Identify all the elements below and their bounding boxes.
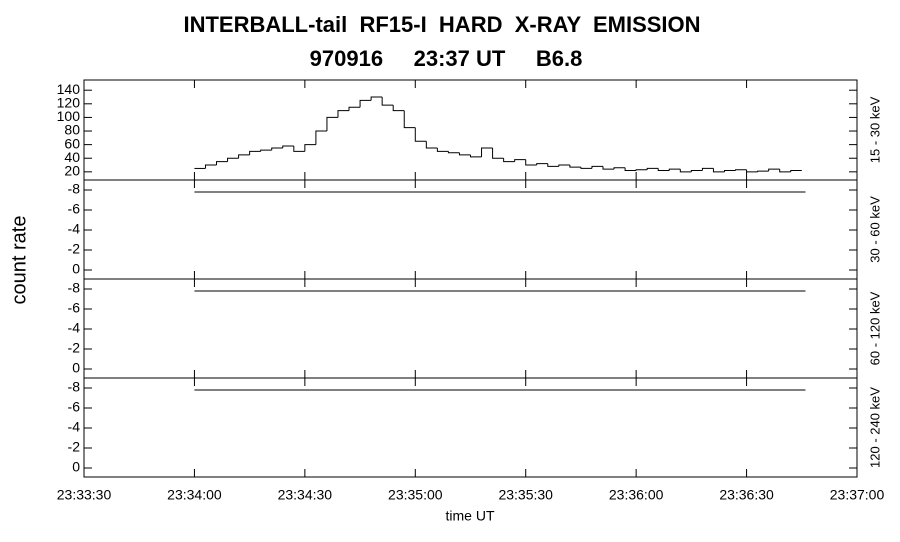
x-tick-label: 23:37:00	[830, 487, 885, 503]
histogram-step	[580, 167, 592, 169]
histogram-step	[646, 167, 659, 170]
x-tick-label: 23:36:00	[609, 487, 664, 503]
histogram-step	[779, 169, 791, 173]
x-tick-label: 23:36:30	[719, 487, 774, 503]
x-tick-label: 23:34:30	[278, 487, 333, 503]
y-tick-label: -8	[68, 280, 81, 296]
histogram-step	[315, 130, 327, 145]
y-tick-label: 100	[57, 108, 81, 124]
histogram-step	[613, 167, 626, 170]
x-tick-label: 23:35:30	[498, 487, 553, 503]
band-label: 30 - 60 keV	[867, 196, 882, 263]
histogram-step	[712, 168, 725, 173]
histogram-step	[602, 166, 615, 170]
chart-title: INTERBALL-tail RF15-I HARD X-RAY EMISSIO…	[183, 12, 700, 37]
y-tick-label: 40	[64, 149, 80, 165]
plot-frame	[83, 179, 858, 280]
y-tick-label: -8	[68, 379, 81, 395]
histogram-step	[624, 167, 637, 171]
histogram-step	[348, 106, 361, 111]
y-tick-label: -2	[68, 439, 81, 455]
histogram-step	[414, 127, 427, 142]
histogram-step	[668, 168, 681, 171]
histogram-step	[304, 144, 316, 152]
histogram-step	[657, 168, 670, 171]
y-tick-label: 140	[57, 81, 81, 97]
histogram-step	[425, 141, 438, 149]
histogram-step	[514, 159, 526, 162]
y-tick-label: -4	[68, 419, 81, 435]
y-tick-label: 80	[64, 122, 80, 138]
x-axis-label: time UT	[446, 508, 495, 524]
histogram-step	[359, 99, 372, 108]
x-tick-label: 23:34:00	[167, 487, 222, 503]
y-tick-label: 0	[72, 261, 80, 277]
y-tick-label: 60	[64, 135, 80, 151]
y-tick-label: 20	[64, 163, 80, 179]
histogram-step	[337, 110, 350, 118]
chart-subtitle: 970916 23:37 UT B6.8	[310, 46, 583, 71]
histogram-step	[470, 154, 482, 158]
histogram-step	[701, 167, 714, 171]
y-tick-label: 0	[72, 459, 80, 475]
histogram-step	[558, 164, 570, 167]
histogram-step	[227, 157, 239, 162]
y-tick-label: -4	[68, 320, 81, 336]
histogram-step	[525, 159, 537, 166]
y-tick-label: -8	[68, 181, 81, 197]
histogram-step	[790, 169, 802, 172]
y-tick-label: -4	[68, 221, 81, 237]
plot-frame	[83, 79, 858, 181]
histogram-step	[370, 96, 383, 101]
histogram-step	[492, 148, 504, 159]
histogram-step	[768, 168, 780, 172]
histogram-step	[381, 97, 394, 106]
y-tick-label: -6	[68, 201, 81, 217]
x-tick-label: 23:33:30	[57, 487, 112, 503]
histogram-step	[547, 163, 559, 167]
histogram-step	[690, 169, 703, 172]
histogram-step	[569, 165, 581, 168]
histogram-step	[746, 169, 758, 173]
histogram-step	[260, 149, 272, 152]
histogram-step	[481, 147, 493, 157]
histogram-step	[282, 145, 294, 149]
histogram-step	[326, 116, 338, 132]
histogram-step	[735, 169, 747, 171]
histogram-step	[293, 145, 305, 152]
x-tick-label: 23:35:00	[388, 487, 443, 503]
y-tick-label: -6	[68, 300, 81, 316]
histogram-step	[392, 105, 405, 112]
histogram-step	[591, 165, 604, 169]
histogram-step	[635, 169, 648, 171]
y-tick-label: -2	[68, 340, 81, 356]
y-tick-label: 0	[72, 360, 80, 376]
histogram-step	[458, 152, 471, 156]
histogram-step	[204, 164, 217, 169]
y-tick-label: 120	[57, 95, 81, 111]
histogram-step	[249, 150, 261, 155]
band-label: 15 - 30 keV	[867, 96, 882, 163]
y-tick-label: -2	[68, 241, 81, 257]
plot-frame	[83, 278, 858, 379]
histogram-step	[403, 110, 416, 129]
histogram-step	[503, 158, 515, 163]
histogram-step	[679, 169, 692, 173]
y-axis-label: count rate	[8, 216, 30, 305]
histogram-step	[447, 151, 460, 154]
histogram-step	[757, 170, 769, 172]
histogram-step	[536, 163, 548, 166]
band-label: 120 - 240 keV	[867, 387, 882, 468]
histogram-step	[436, 148, 449, 152]
histogram-step	[238, 154, 250, 159]
histogram-step	[723, 169, 736, 172]
band-label: 60 - 120 keV	[867, 291, 882, 365]
histogram-step	[216, 161, 228, 166]
plot-frame	[83, 377, 858, 478]
y-tick-label: -6	[68, 399, 81, 415]
histogram-step	[271, 147, 283, 151]
